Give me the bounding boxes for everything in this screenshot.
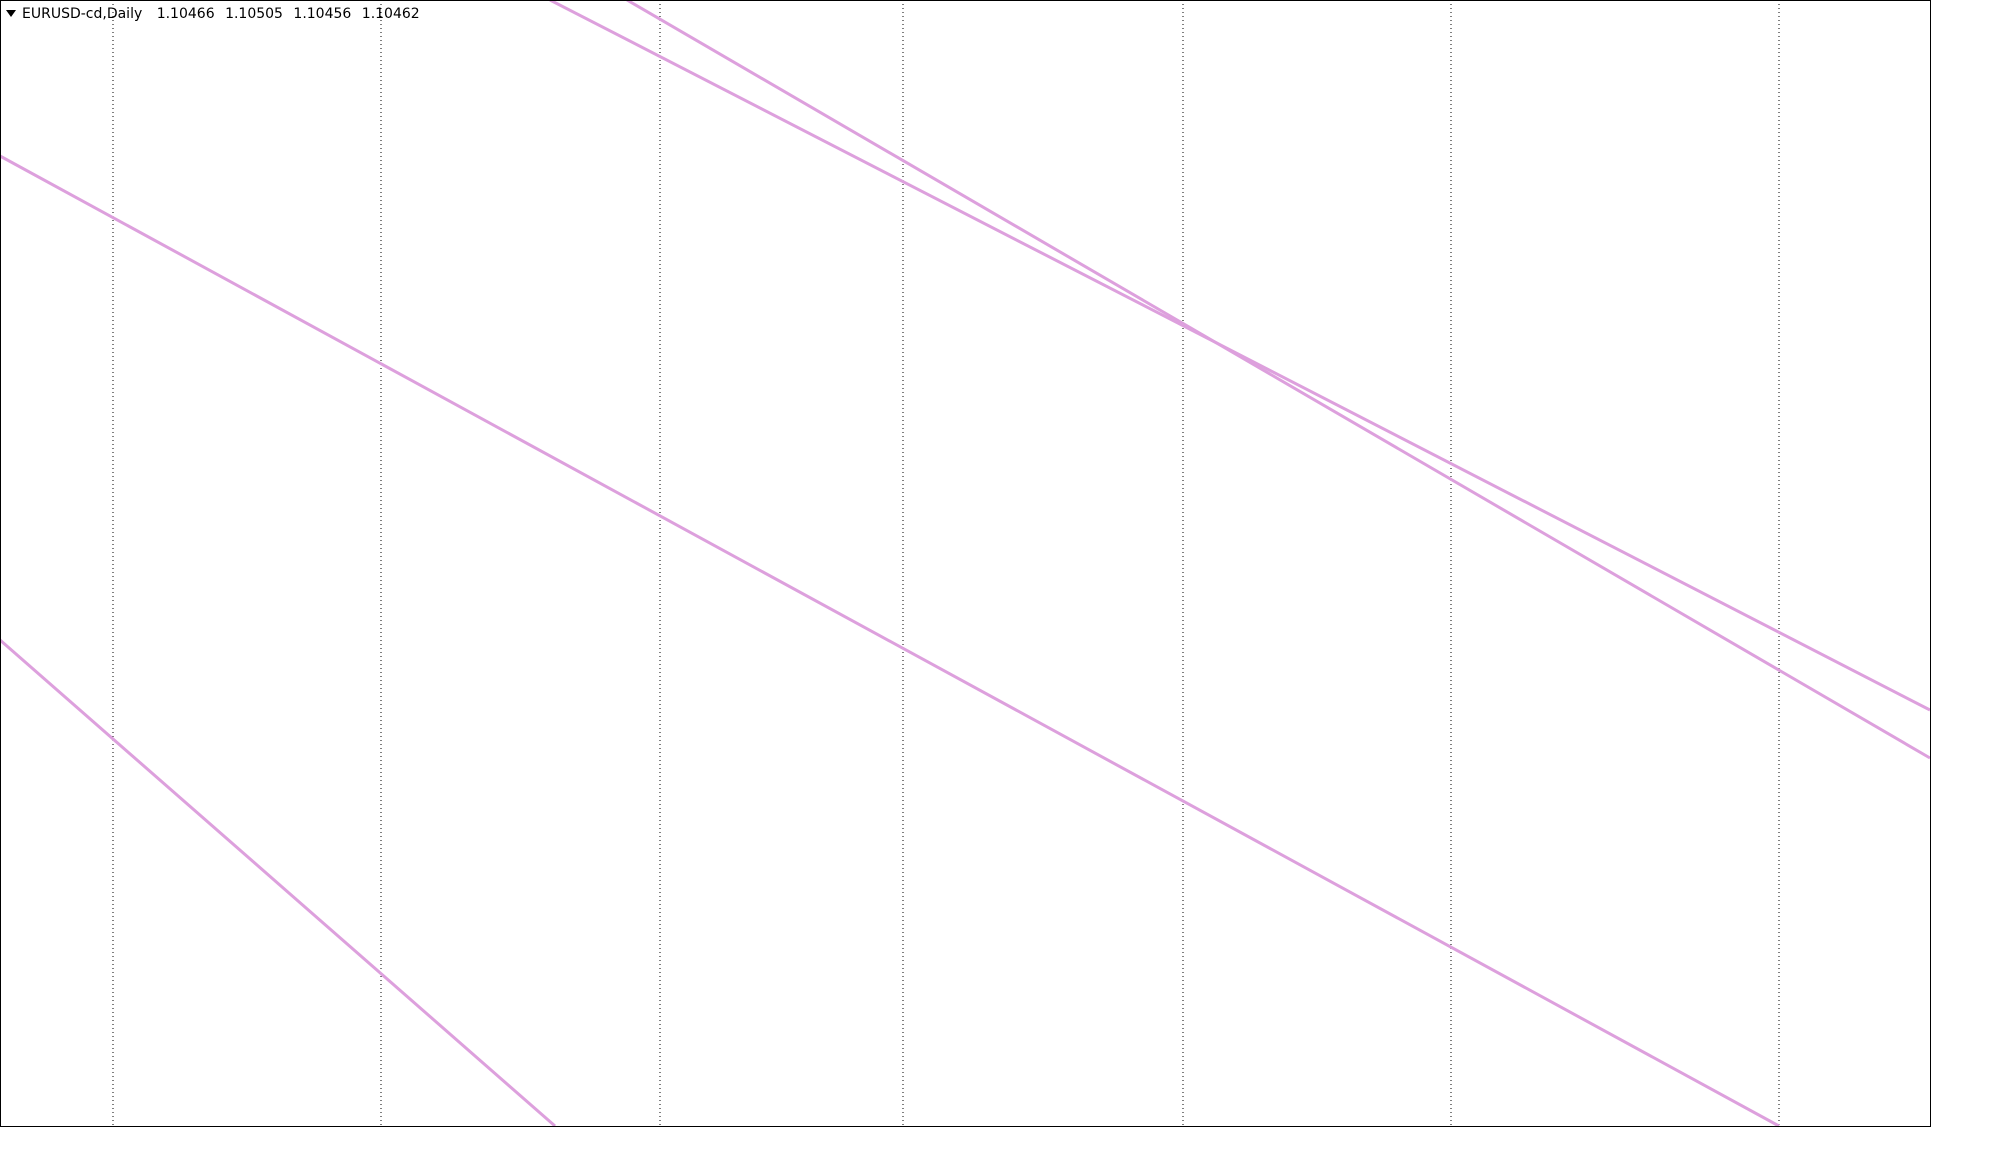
trend-line bbox=[626, 0, 1931, 760]
menu-icon[interactable] bbox=[6, 10, 16, 17]
close-value: 1.10462 bbox=[362, 6, 420, 22]
trend-lines bbox=[0, 0, 1931, 1128]
open-value: 1.10466 bbox=[157, 6, 215, 22]
trend-line bbox=[0, 154, 1780, 1128]
low-value: 1.10456 bbox=[293, 6, 351, 22]
trend-line bbox=[0, 638, 556, 1128]
symbol: EURUSD-cd,Daily bbox=[22, 6, 142, 22]
high-value: 1.10505 bbox=[225, 6, 283, 22]
chart-title: EURUSD-cd,Daily 1.10466 1.10505 1.10456 … bbox=[22, 6, 420, 22]
plot-frame bbox=[0, 0, 1931, 1127]
